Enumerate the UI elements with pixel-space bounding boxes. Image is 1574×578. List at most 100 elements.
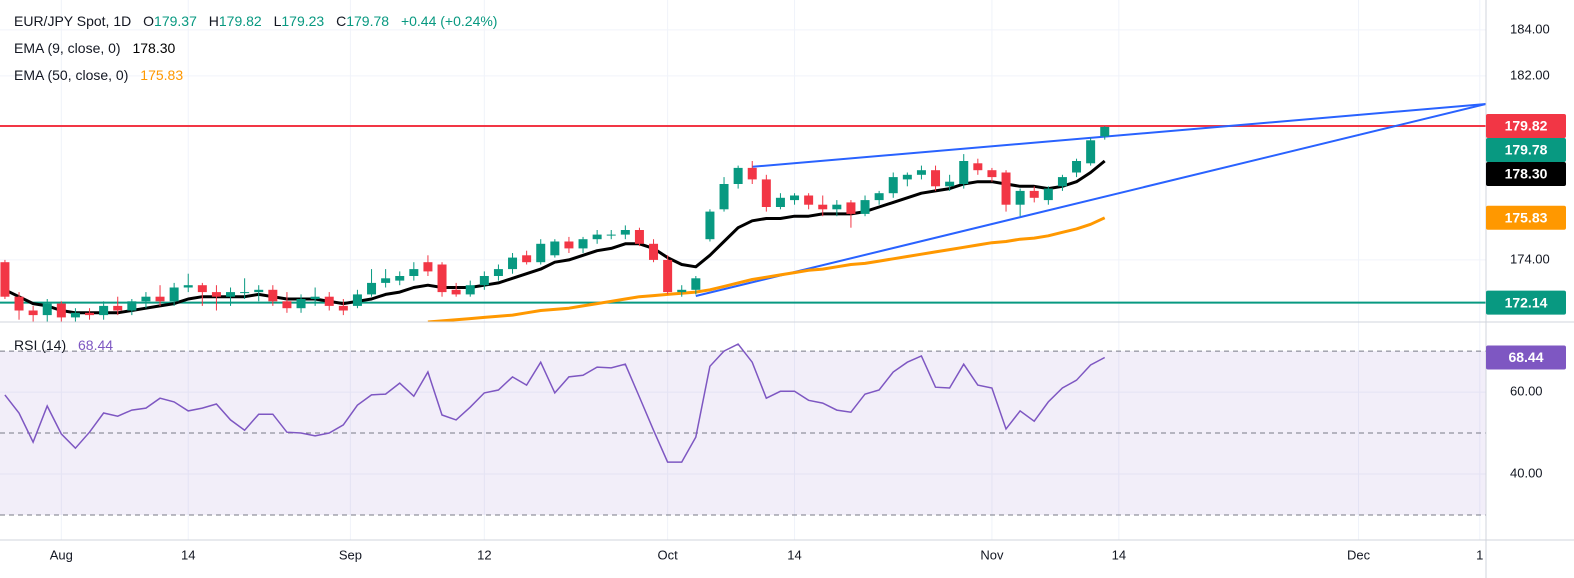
legend-value: 175.83 bbox=[140, 67, 183, 83]
candle-body bbox=[508, 257, 518, 270]
x-tick-label: Nov bbox=[980, 547, 1004, 562]
candle-body bbox=[578, 239, 588, 249]
price-label: 179.82 bbox=[1505, 118, 1548, 134]
candle-body bbox=[1057, 177, 1067, 187]
candle-body bbox=[141, 296, 151, 302]
candle-body bbox=[564, 241, 574, 249]
candle-body bbox=[536, 243, 546, 263]
price-label-box bbox=[1486, 290, 1566, 315]
candle-body bbox=[705, 211, 715, 240]
candle-body bbox=[85, 312, 95, 316]
candle-body bbox=[959, 161, 969, 184]
price-label-box bbox=[1486, 162, 1566, 187]
ema-line bbox=[427, 216, 1106, 322]
ema-line bbox=[4, 159, 1106, 315]
candle-body bbox=[169, 287, 179, 302]
candle-body bbox=[1043, 188, 1053, 201]
trend-line bbox=[752, 103, 1486, 168]
legend-main: EUR/JPY Spot, 1D O179.37 H179.82 L179.23… bbox=[14, 13, 497, 29]
candle-body bbox=[945, 181, 955, 187]
x-tick-label: 12 bbox=[477, 547, 491, 562]
ohlc-letter: H bbox=[209, 13, 219, 29]
candle-body bbox=[296, 299, 306, 309]
candle-body bbox=[522, 255, 532, 263]
change: +0.44 (+0.24%) bbox=[401, 13, 498, 29]
candle-body bbox=[1029, 190, 1039, 198]
symbol-title: EUR/JPY Spot, 1D bbox=[14, 13, 131, 29]
candle-body bbox=[268, 289, 278, 302]
ohlc-letter: L bbox=[274, 13, 282, 29]
y-tick-label: 60.00 bbox=[1510, 384, 1543, 399]
candle-body bbox=[987, 170, 997, 178]
ohlc-value: 179.23 bbox=[281, 13, 324, 29]
candle-body bbox=[874, 193, 884, 201]
candle-body bbox=[56, 303, 66, 318]
candle-body bbox=[395, 276, 405, 281]
candle-body bbox=[367, 282, 377, 295]
candle-body bbox=[254, 289, 264, 293]
legend-name: EMA (9, close, 0) bbox=[14, 40, 121, 56]
candle-body bbox=[14, 296, 24, 311]
y-tick-label: 40.00 bbox=[1510, 465, 1543, 480]
candle-body bbox=[352, 294, 362, 306]
candle-body bbox=[663, 259, 673, 293]
candle-body bbox=[240, 292, 250, 294]
candle-body bbox=[790, 195, 800, 201]
candle-body bbox=[916, 170, 926, 175]
candle-body bbox=[324, 296, 334, 306]
candle-body bbox=[338, 305, 348, 311]
candle-body bbox=[719, 184, 729, 210]
x-tick-label: 14 bbox=[181, 547, 195, 562]
candle-body bbox=[860, 200, 870, 214]
candle-body bbox=[620, 230, 630, 235]
candle-body bbox=[1015, 190, 1025, 205]
candle-body bbox=[973, 163, 983, 171]
candle-body bbox=[931, 170, 941, 187]
candle-body bbox=[28, 310, 38, 316]
candle-body bbox=[888, 177, 898, 194]
candle-body bbox=[1001, 172, 1011, 205]
legend-value: 178.30 bbox=[132, 40, 175, 56]
price-label-box bbox=[1486, 205, 1566, 230]
candle-body bbox=[493, 269, 503, 276]
candle-body bbox=[846, 202, 856, 214]
legend-value: 68.44 bbox=[78, 337, 113, 353]
candle-body bbox=[832, 204, 842, 210]
candle-body bbox=[804, 195, 814, 205]
candle-body bbox=[423, 262, 433, 272]
ohlc-value: 179.37 bbox=[154, 13, 197, 29]
candle-body bbox=[282, 301, 292, 309]
candle-body bbox=[775, 197, 785, 207]
price-label-box bbox=[1486, 114, 1566, 139]
candle-body bbox=[761, 179, 771, 207]
legend-ema9: EMA (9, close, 0) 178.30 bbox=[14, 40, 176, 56]
axes: Aug 14 Sep 12 Oct 14 Nov 14 Dec 1 174.00 182.00 184.… bbox=[50, 21, 1566, 562]
candle-body bbox=[183, 285, 193, 288]
candle-body bbox=[465, 285, 475, 295]
price-label-box bbox=[1486, 138, 1566, 163]
rsi-pane bbox=[0, 343, 1486, 516]
candle-body bbox=[1100, 126, 1110, 137]
price-label: 179.78 bbox=[1505, 142, 1548, 158]
candle-body bbox=[1086, 140, 1096, 164]
candle-body bbox=[42, 303, 52, 316]
candle-body bbox=[451, 289, 461, 295]
ohlc-letter: C bbox=[336, 13, 346, 29]
candle-body bbox=[99, 305, 109, 316]
candle-body bbox=[902, 174, 912, 180]
price-pane bbox=[0, 103, 1486, 322]
candle-body bbox=[127, 301, 137, 311]
candle-body bbox=[310, 296, 320, 299]
trend-line bbox=[695, 103, 1486, 297]
price-label: 172.14 bbox=[1505, 294, 1548, 310]
candle-body bbox=[747, 167, 757, 180]
y-tick-label: 182.00 bbox=[1510, 67, 1550, 82]
candle-body bbox=[0, 262, 10, 297]
x-tick-label: 14 bbox=[1112, 547, 1126, 562]
candle-body bbox=[1072, 161, 1082, 173]
candle-body bbox=[437, 264, 447, 293]
candle-body bbox=[677, 289, 687, 293]
